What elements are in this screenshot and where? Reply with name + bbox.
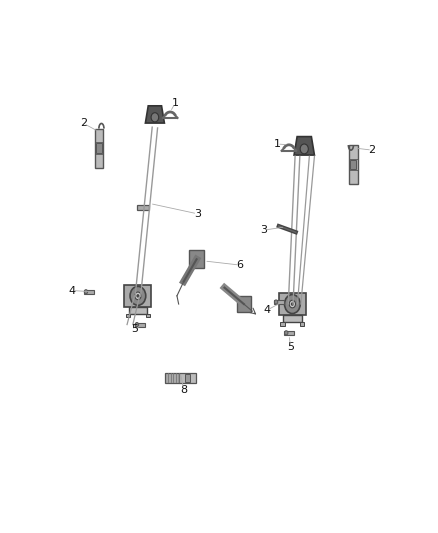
Bar	[284, 330, 294, 335]
Polygon shape	[145, 106, 164, 123]
Bar	[237, 296, 251, 312]
Text: 1: 1	[274, 139, 281, 149]
Circle shape	[274, 300, 278, 304]
Bar	[274, 300, 284, 304]
Circle shape	[285, 295, 300, 313]
Text: 5: 5	[131, 324, 138, 334]
Text: 6: 6	[236, 260, 243, 270]
Bar	[280, 322, 285, 326]
Text: 4: 4	[68, 286, 75, 295]
Bar	[129, 307, 147, 314]
Bar	[124, 285, 152, 307]
Bar	[185, 374, 190, 382]
Circle shape	[289, 300, 296, 308]
Circle shape	[292, 303, 293, 305]
Bar	[300, 322, 304, 326]
Circle shape	[130, 286, 146, 305]
Text: 2: 2	[80, 118, 87, 128]
Text: 1: 1	[172, 98, 179, 108]
Text: 2: 2	[368, 145, 376, 155]
Text: 3: 3	[260, 225, 267, 235]
Circle shape	[300, 144, 308, 154]
Circle shape	[151, 112, 159, 122]
Bar	[126, 313, 130, 317]
Circle shape	[135, 292, 141, 300]
Text: 4: 4	[263, 305, 271, 315]
Text: 3: 3	[194, 209, 201, 219]
Bar	[146, 313, 150, 317]
Circle shape	[135, 322, 138, 327]
Circle shape	[137, 295, 139, 297]
Text: 8: 8	[180, 385, 187, 395]
Circle shape	[84, 290, 88, 294]
Bar	[96, 143, 102, 153]
Bar	[283, 315, 302, 322]
Bar	[95, 128, 103, 167]
Bar	[137, 205, 149, 210]
Circle shape	[285, 330, 288, 335]
Bar	[350, 160, 357, 169]
Bar	[179, 373, 196, 383]
Bar	[134, 322, 145, 327]
Text: 5: 5	[287, 342, 294, 352]
Bar	[165, 373, 179, 383]
Bar	[349, 145, 358, 184]
Bar	[189, 251, 204, 268]
Bar	[279, 293, 306, 315]
Polygon shape	[294, 136, 314, 155]
Bar	[84, 289, 94, 294]
